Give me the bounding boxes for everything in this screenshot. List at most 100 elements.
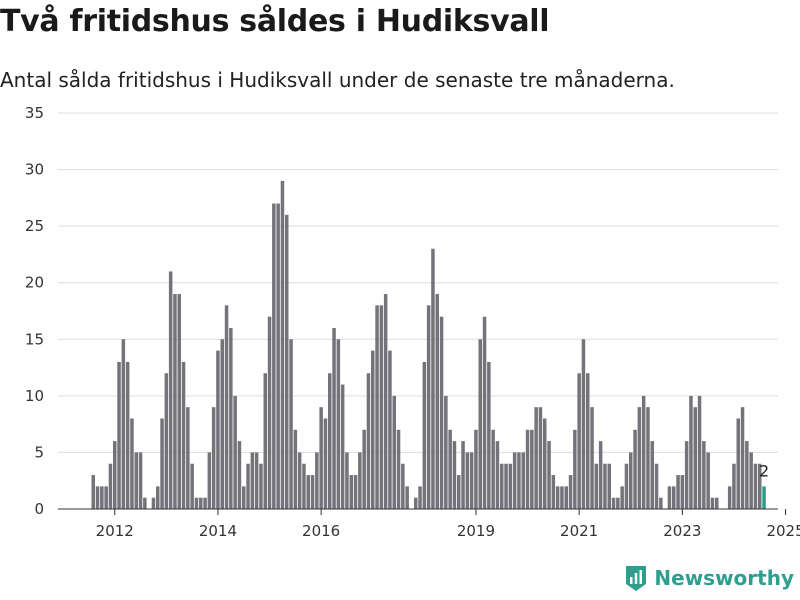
x-tick-label: 2025 [766, 522, 800, 540]
x-tick-label: 2019 [457, 522, 495, 540]
bar [426, 305, 431, 509]
bar [568, 475, 573, 509]
bar [586, 373, 590, 509]
bar [500, 463, 504, 509]
bars [91, 180, 766, 509]
bar [422, 361, 427, 509]
bar [233, 395, 237, 509]
bar [659, 497, 663, 509]
bar [242, 486, 246, 509]
bar [538, 407, 543, 509]
bar [194, 497, 199, 509]
y-tick-label: 35 [25, 104, 44, 122]
y-tick-label: 25 [25, 217, 44, 235]
bar [418, 486, 422, 509]
bar [375, 305, 379, 509]
bar [405, 486, 409, 509]
bar [267, 316, 272, 509]
bar-latest [762, 486, 766, 509]
bar [229, 327, 233, 509]
bar [633, 429, 637, 509]
bar [250, 452, 255, 509]
bar [560, 486, 564, 509]
bar [173, 294, 177, 509]
bar [478, 339, 482, 509]
bar [637, 407, 642, 509]
bar [371, 350, 375, 509]
x-axis: 2012 2014 2016 2019 2021 2023 2025 [58, 508, 800, 540]
bar [207, 452, 212, 509]
bar [525, 429, 530, 509]
y-tick-label: 30 [25, 161, 44, 179]
bar [482, 316, 487, 509]
bar [543, 418, 547, 509]
bar [697, 395, 702, 509]
bar [414, 497, 418, 509]
bar [323, 418, 328, 509]
bar [551, 475, 556, 509]
bar [396, 429, 401, 509]
bar [495, 441, 500, 509]
bar [512, 452, 517, 509]
bar [177, 294, 181, 509]
bar [573, 429, 577, 509]
bar [517, 452, 521, 509]
bar [469, 452, 474, 509]
bar [727, 486, 732, 509]
bar [353, 475, 358, 509]
bar [487, 361, 491, 509]
bar [379, 305, 384, 509]
bar [130, 418, 134, 509]
bar [534, 407, 538, 509]
bar [555, 486, 560, 509]
bar [745, 441, 749, 509]
bar [91, 475, 95, 509]
bar [349, 475, 353, 509]
bar [113, 441, 117, 509]
bar [624, 463, 629, 509]
bar [302, 463, 306, 509]
bar [577, 373, 581, 509]
x-tick-label: 2014 [199, 522, 237, 540]
bar [435, 294, 439, 509]
y-tick-label: 20 [25, 274, 44, 292]
bar [340, 384, 345, 509]
bar [293, 429, 298, 509]
bar [220, 339, 224, 509]
y-tick-label: 10 [25, 387, 44, 405]
bar [203, 497, 207, 509]
bar [749, 452, 753, 509]
bar [151, 497, 156, 509]
bar [254, 452, 259, 509]
x-tick-label: 2021 [560, 522, 598, 540]
bar [125, 361, 130, 509]
bar [641, 395, 646, 509]
bar [590, 407, 594, 509]
bar [297, 452, 302, 509]
bar [156, 486, 160, 509]
bar [603, 463, 607, 509]
chart-title: Två fritidshus såldes i Hudiksvall [0, 4, 550, 39]
bar [620, 486, 624, 509]
bar [168, 271, 173, 509]
bar [491, 429, 495, 509]
bar [508, 463, 513, 509]
bar [667, 486, 672, 509]
y-tick-label: 15 [25, 330, 44, 348]
bar [280, 180, 285, 509]
bar [246, 463, 250, 509]
data-labels: 2 [759, 461, 769, 480]
newsworthy-logo: Newsworthy [624, 564, 794, 592]
bar [706, 452, 710, 509]
bar [732, 463, 736, 509]
bar [646, 407, 650, 509]
bar [104, 486, 108, 509]
bar [616, 497, 620, 509]
y-tick-label: 5 [34, 443, 44, 461]
bar [108, 463, 113, 509]
bar [650, 441, 654, 509]
bar [362, 429, 366, 509]
x-tick-label: 2016 [302, 522, 340, 540]
bar [332, 327, 336, 509]
bar [439, 316, 444, 509]
